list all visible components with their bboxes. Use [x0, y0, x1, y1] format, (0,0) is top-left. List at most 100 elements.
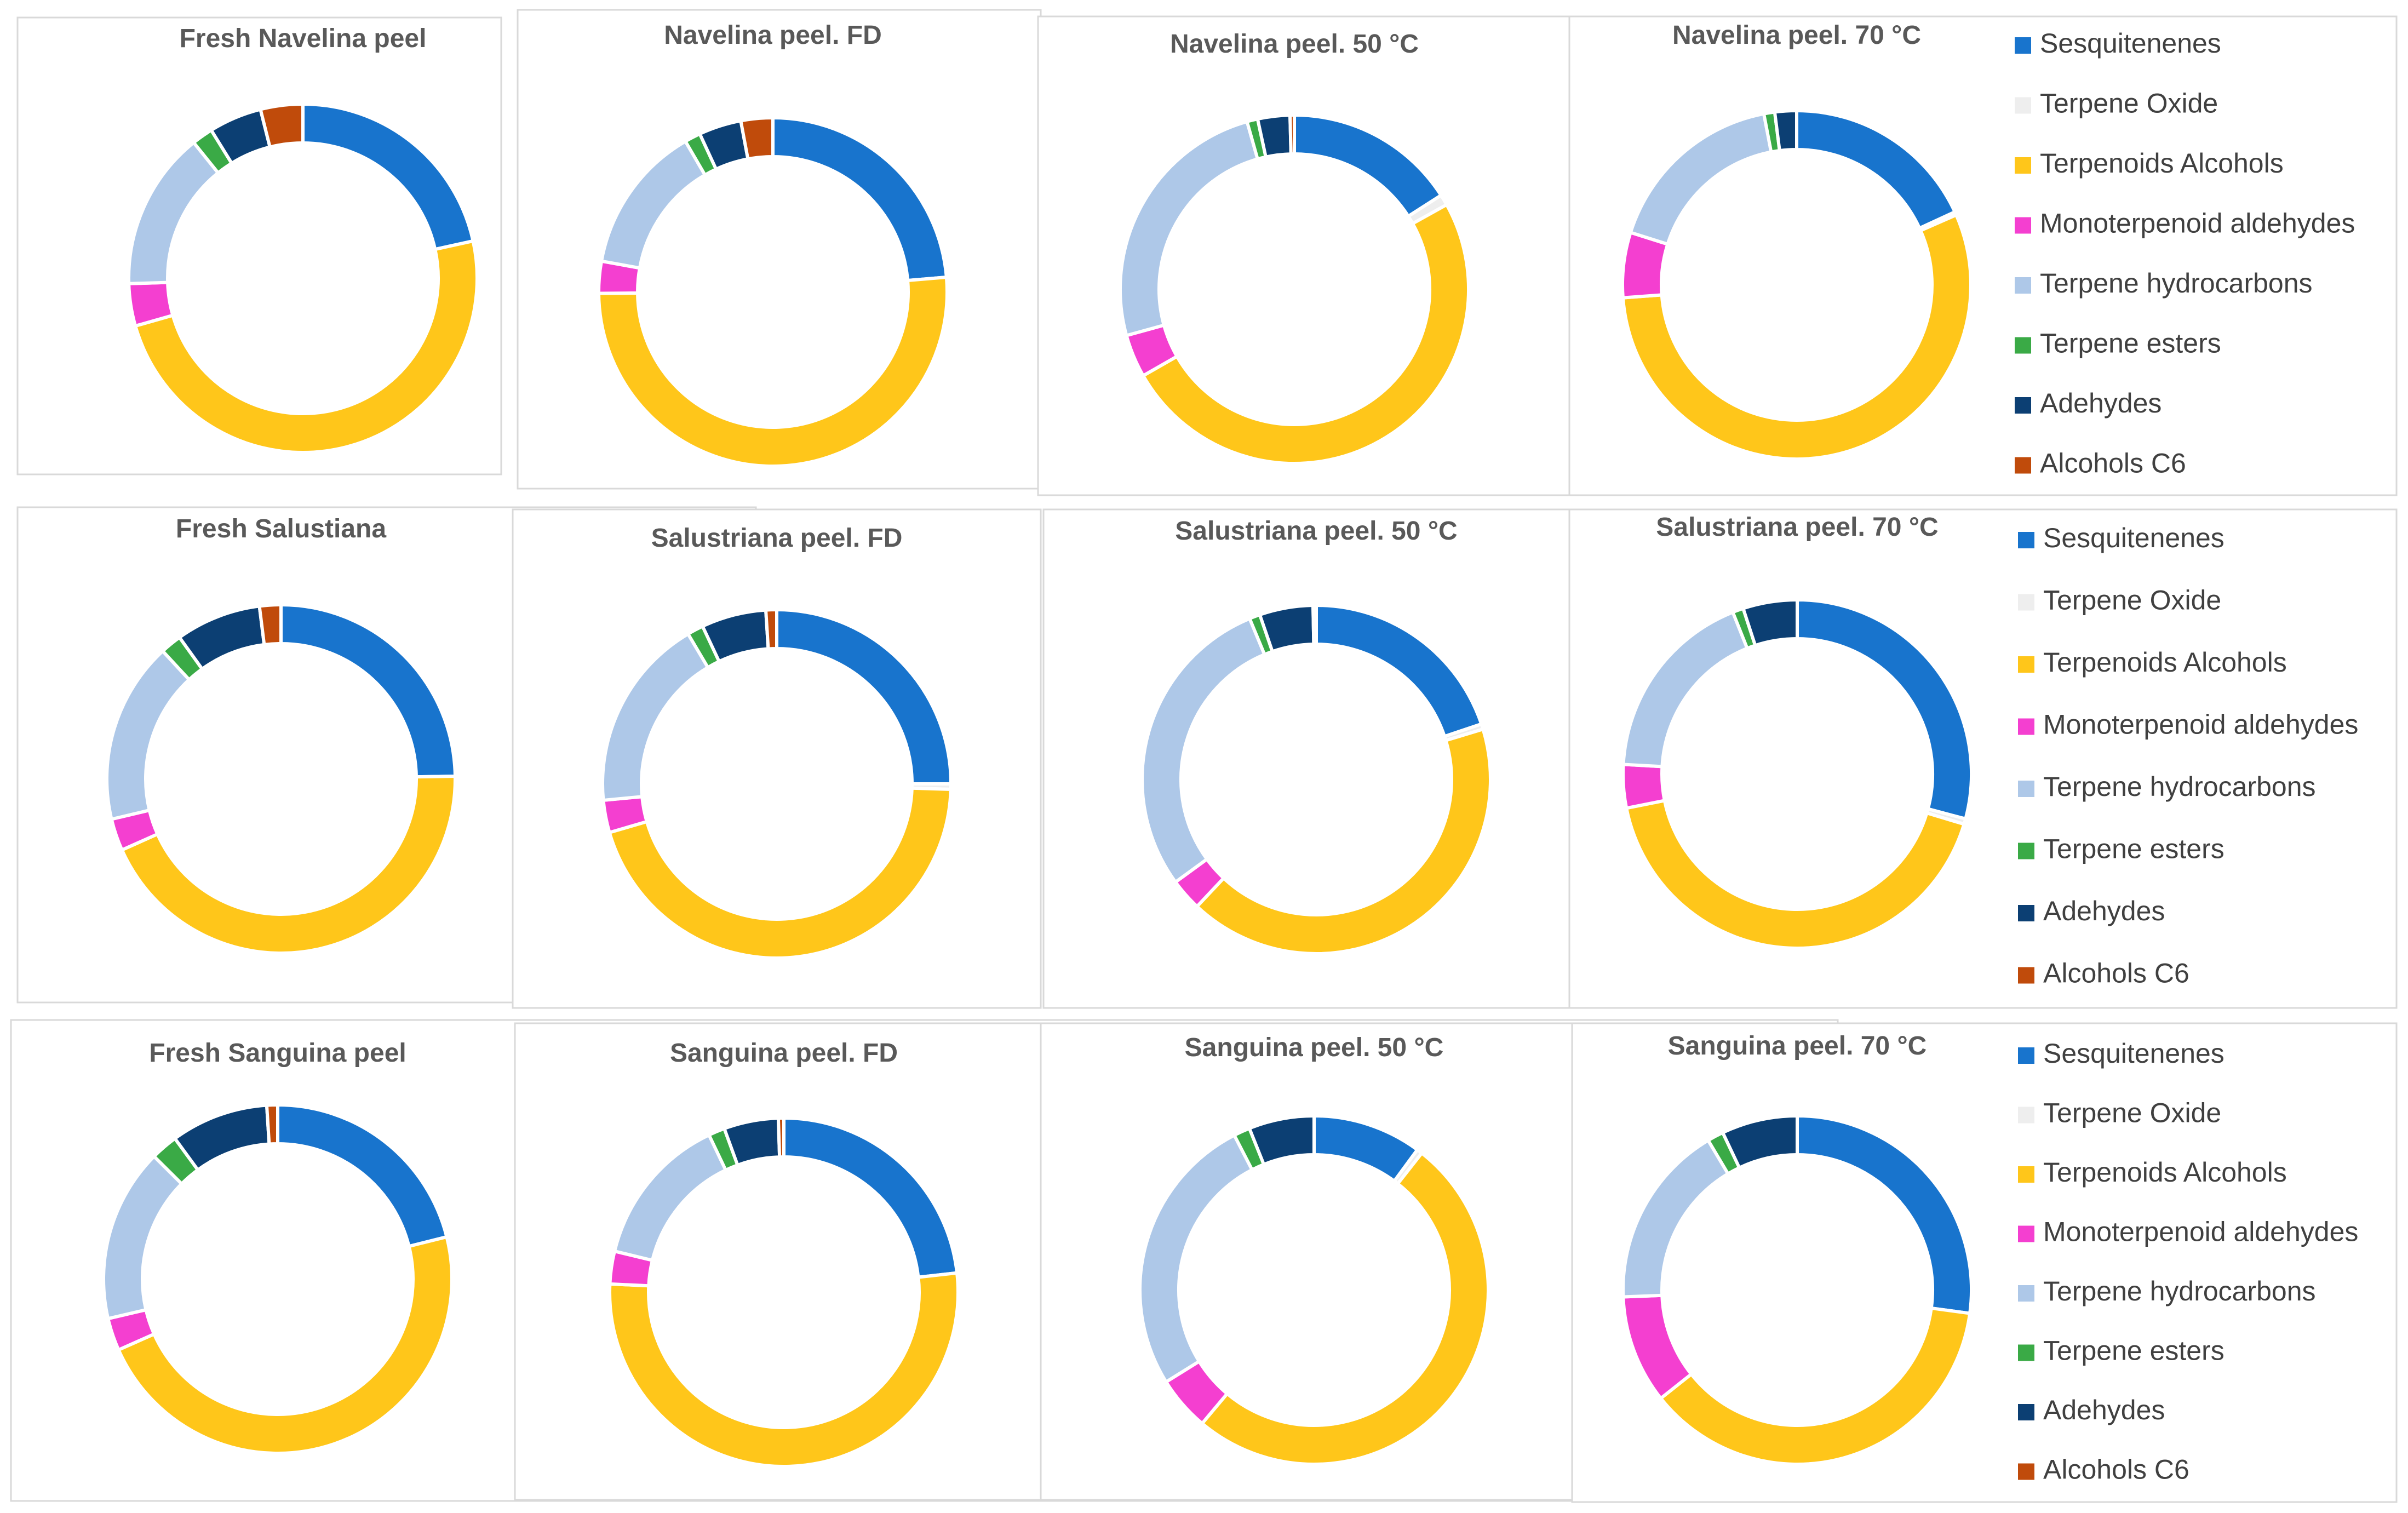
legend-label: Terpene Oxide [2040, 88, 2218, 119]
chart-title: Navelina peel. FD [664, 21, 881, 50]
slice-terpenoids-alcohols [117, 1235, 454, 1455]
legend-swatch [2015, 457, 2031, 474]
legend-swatch [2015, 277, 2031, 294]
donut-chart-sanguina-peel-50-c: Sanguina peel. 50 °C [1138, 1033, 1490, 1466]
chart-title: Fresh Sanguina peel [149, 1039, 406, 1068]
legend-label: Terpenoids Alcohols [2043, 647, 2287, 678]
legend-label: Terpene esters [2043, 834, 2224, 864]
legend-swatch [2018, 967, 2034, 984]
legend-label: Sesquitenenes [2043, 1038, 2224, 1069]
legend-label: Terpene hydrocarbons [2043, 1276, 2316, 1306]
legend-swatch [2018, 1344, 2034, 1361]
donut-chart-navelina-peel-70-c: Navelina peel. 70 °C [1621, 21, 1973, 461]
legend: Sesquitenenes Terpene Oxide Terpenoids Alc… [2018, 523, 2358, 989]
legend-swatch [2015, 157, 2031, 174]
donut-chart-fresh-salustiana: Fresh Salustiana [105, 514, 457, 955]
legend-label: Sesquitenenes [2040, 28, 2221, 59]
slice-alcohols-c6 [1288, 113, 1296, 156]
donut-chart-navelina-peel-50-c: Navelina peel. 50 °C [1119, 30, 1471, 466]
slice-adehydes [1247, 1114, 1316, 1166]
slice-terpenoids-alcohols [120, 775, 457, 955]
slice-alcohols-c6 [257, 603, 283, 646]
legend-label: Adehydes [2043, 1395, 2165, 1425]
slice-terpenoids-alcohols [597, 275, 949, 468]
legend-label: Terpenoids Alcohols [2040, 148, 2284, 179]
donut-chart-fresh-navelina-peel: Fresh Navelina peel [127, 24, 479, 454]
chart-title: Salustriana peel. FD [651, 524, 903, 553]
donut-chart-sanguina-peel-fd: Sanguina peel. FD [608, 1039, 960, 1468]
legend-swatch [2018, 1285, 2034, 1302]
legend-label: Monoterpenoid aldehydes [2043, 1217, 2358, 1247]
chart-title: Navelina peel. 50 °C [1170, 30, 1419, 59]
legend-swatch [2018, 594, 2034, 611]
slice-terpenoids-alcohols [134, 239, 479, 454]
legend: Sesquitenenes Terpene Oxide Terpenoids Alc… [2018, 1038, 2358, 1485]
slice-alcohols-c6 [259, 102, 305, 149]
legend-label: Terpene hydrocarbons [2040, 268, 2313, 299]
chart-title: Salustriana peel. 50 °C [1175, 517, 1457, 546]
legend-label: Terpene esters [2040, 328, 2221, 359]
slice-adehydes [1741, 598, 1799, 647]
donut-chart-salustriana-peel-50-c: Salustriana peel. 50 °C [1140, 517, 1492, 955]
legend-label: Alcohols C6 [2043, 1454, 2189, 1485]
donut-chart-navelina-peel-fd: Navelina peel. FD [597, 21, 949, 468]
legend-label: Terpene Oxide [2043, 585, 2221, 616]
slice-terpenoids-alcohols [1141, 203, 1471, 466]
legend-label: Adehydes [2040, 388, 2162, 419]
chart-title: Sanguina peel. 50 °C [1185, 1033, 1444, 1062]
slice-alcohols-c6 [739, 116, 775, 161]
legend-swatch [2018, 1047, 2034, 1064]
legend-swatch [2015, 217, 2031, 234]
slice-adehydes [1721, 1114, 1799, 1170]
legend-label: Terpene Oxide [2043, 1098, 2221, 1128]
slice-alcohols-c6 [265, 1103, 279, 1146]
legend-swatch [2018, 1463, 2034, 1480]
legend-swatch [2018, 1225, 2034, 1242]
slice-terpenoids-alcohols [1195, 727, 1492, 955]
legend-label: Alcohols C6 [2043, 958, 2189, 989]
legend-swatch [2015, 97, 2031, 114]
legend-swatch [2015, 37, 2031, 54]
chart-panel-frame [517, 9, 1042, 490]
slice-terpenoids-alcohols [1625, 799, 1966, 950]
legend-swatch [2018, 781, 2034, 797]
legend-swatch [2018, 1166, 2034, 1183]
chart-title: Sanguina peel. FD [670, 1039, 898, 1068]
slice-alcohols-c6 [776, 1116, 786, 1159]
legend-label: Alcohols C6 [2040, 448, 2186, 479]
chart-title: Fresh Salustiana [176, 514, 386, 543]
chart-panel-frame [1568, 508, 2398, 1009]
slice-terpenoids-alcohols [607, 786, 953, 960]
slice-terpenoids-alcohols [1621, 213, 1973, 461]
slice-terpenoids-alcohols [1659, 1306, 1972, 1466]
legend: Sesquitenenes Terpene Oxide Terpenoids Alc… [2015, 28, 2355, 479]
slice-alcohols-c6 [764, 608, 778, 651]
legend-swatch [2018, 843, 2034, 859]
chart-title: Fresh Navelina peel [180, 24, 427, 53]
slice-monoterpenoid-aldehydes [1621, 763, 1666, 810]
legend-swatch [2018, 718, 2034, 735]
legend-label: Monoterpenoid aldehydes [2040, 208, 2355, 239]
legend-label: Sesquitenenes [2043, 523, 2224, 553]
slice-sesquitenenes [1796, 598, 1973, 821]
donut-chart-salustriana-peel-70-c: Salustriana peel. 70 °C [1621, 513, 1973, 950]
chart-title: Salustriana peel. 70 °C [1656, 513, 1938, 542]
slice-adehydes [1773, 109, 1798, 152]
donut-chart-sanguina-peel-70-c: Sanguina peel. 70 °C [1621, 1031, 1973, 1466]
legend-swatch [2018, 1107, 2034, 1124]
legend-swatch [2015, 337, 2031, 354]
chart-title: Sanguina peel. 70 °C [1668, 1031, 1927, 1061]
legend-swatch [2018, 1404, 2034, 1420]
legend-label: Terpene esters [2043, 1336, 2224, 1366]
slice-terpenoids-alcohols [1200, 1151, 1490, 1466]
legend-swatch [2018, 905, 2034, 921]
slice-terpenoids-alcohols [608, 1271, 960, 1468]
legend-swatch [2015, 397, 2031, 414]
legend-swatch [2018, 656, 2034, 673]
legend-swatch [2018, 532, 2034, 548]
legend-label: Monoterpenoid aldehydes [2043, 709, 2358, 740]
legend-label: Terpenoids Alcohols [2043, 1157, 2287, 1188]
donut-chart-salustriana-peel-fd: Salustriana peel. FD [601, 524, 953, 960]
chart-title: Navelina peel. 70 °C [1672, 21, 1921, 50]
